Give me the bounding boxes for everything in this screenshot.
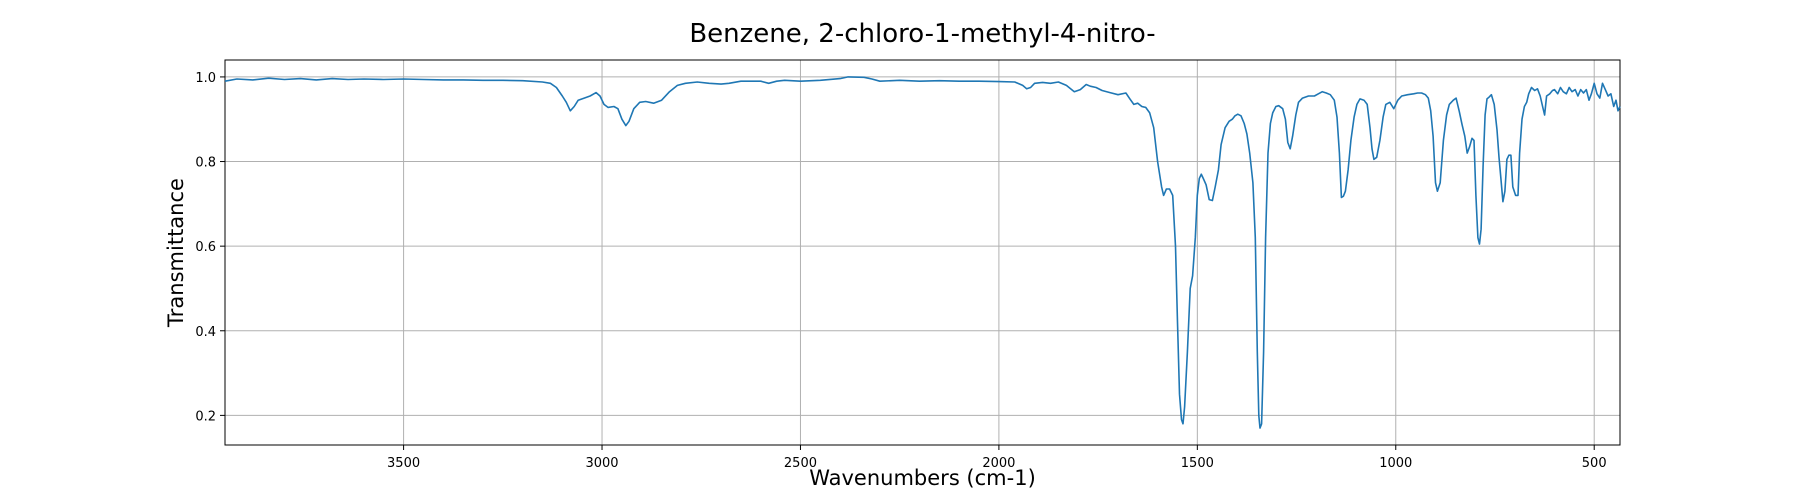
y-axis-ticks: 0.2 0.4 0.6 0.8 1.0 — [195, 71, 225, 424]
y-tick-label: 1.0 — [195, 71, 216, 86]
x-tick-label: 2500 — [784, 456, 817, 471]
y-tick-label: 0.6 — [195, 240, 216, 255]
y-tick-label: 0.2 — [195, 409, 216, 424]
plot-frame — [224, 59, 1621, 446]
x-tick-label: 3000 — [585, 456, 618, 471]
x-axis-label: Wavenumbers (cm-1) — [809, 466, 1036, 490]
y-tick-label: 0.8 — [195, 156, 216, 171]
chart-title: Benzene, 2-chloro-1-methyl-4-nitro- — [689, 19, 1155, 49]
y-axis-label: Transmittance — [164, 178, 188, 328]
x-axis-ticks: 3500 3000 2500 2000 1500 1000 500 — [387, 445, 1607, 471]
y-tick-label: 0.4 — [195, 325, 216, 340]
x-tick-label: 1000 — [1379, 456, 1412, 471]
grid-lines — [225, 60, 1620, 445]
x-tick-label: 500 — [1582, 456, 1607, 471]
x-tick-label: 1500 — [1181, 456, 1214, 471]
spectrum-line — [224, 76, 1621, 429]
x-tick-label: 3500 — [387, 456, 420, 471]
x-tick-label: 2000 — [982, 456, 1015, 471]
